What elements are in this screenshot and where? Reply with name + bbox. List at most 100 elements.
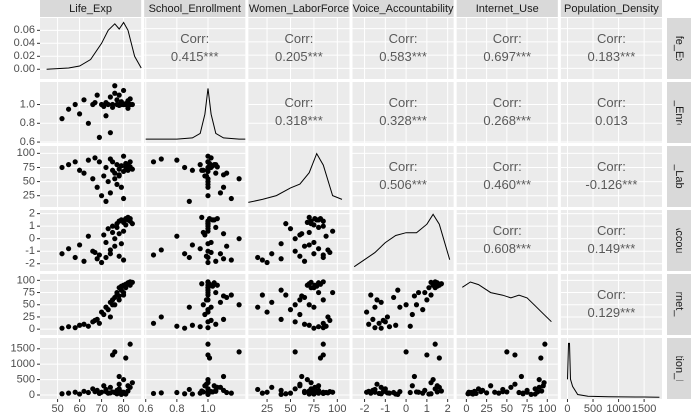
y-tick-label: 0 <box>29 389 35 401</box>
scatter-point <box>65 390 72 396</box>
scatter-point <box>434 389 440 395</box>
y-tick-label: 75 <box>23 161 35 173</box>
scatter-point <box>278 256 284 262</box>
scatter-point <box>420 307 426 313</box>
scatter-point <box>292 302 298 308</box>
scatter-point <box>228 257 234 263</box>
scatter-point <box>197 246 203 252</box>
scatter-point <box>306 388 312 394</box>
panel <box>144 274 246 335</box>
density-line <box>353 213 451 268</box>
scatter-point <box>220 316 227 322</box>
scatter-point <box>112 83 118 89</box>
scatter-point <box>372 304 378 310</box>
corr-title: Corr: <box>493 223 522 238</box>
scatter-point <box>320 279 326 285</box>
scatter-point <box>174 389 180 396</box>
y-tick-label: 500 <box>17 373 35 385</box>
scatter-point <box>415 389 422 395</box>
scatter-point <box>112 176 118 182</box>
scatter-point <box>407 389 413 396</box>
scatter-point <box>528 391 534 397</box>
scatter-point <box>208 155 214 161</box>
scatter-point <box>306 214 312 220</box>
scatter-point <box>378 299 384 305</box>
scatter-point <box>214 282 220 288</box>
scatter-point <box>424 297 430 303</box>
scatter-point <box>127 216 133 222</box>
scatter-point <box>395 287 401 293</box>
scatter-point <box>327 249 333 256</box>
panel <box>560 338 662 399</box>
scatter-point <box>112 243 118 249</box>
scatter-point <box>127 384 133 390</box>
y-tick-label: 100 <box>17 147 35 159</box>
scatter-point <box>301 243 308 249</box>
scatter-point <box>174 157 180 163</box>
scatter-point <box>308 279 314 285</box>
scatter-point <box>182 251 188 257</box>
panel <box>456 338 558 399</box>
x-tick-label: 0 <box>463 403 469 415</box>
scatter-point <box>301 321 308 327</box>
scatter-point <box>197 324 203 330</box>
scatter-point <box>116 293 122 299</box>
scatter-point <box>118 163 124 169</box>
scatter-point <box>213 258 219 264</box>
scatter-point <box>306 302 312 308</box>
corr-value: 0.697*** <box>483 49 531 64</box>
scatter-point <box>297 253 303 259</box>
x-tick-label: 50 <box>284 403 296 415</box>
scatter-point <box>120 376 127 383</box>
scatter-point <box>120 101 127 108</box>
scatter-point <box>182 325 188 331</box>
scatter-point <box>541 380 547 386</box>
scatter-point <box>312 384 318 390</box>
scatter-point <box>101 173 107 179</box>
scatter-point <box>189 167 196 173</box>
scatter-point <box>315 224 322 231</box>
scatter-point <box>189 242 196 248</box>
corr-value: 0.013 <box>595 113 628 128</box>
scatter-point <box>81 321 87 327</box>
strip-top <box>40 0 142 17</box>
strip-label: Life_Exp <box>673 27 685 70</box>
scatter-point <box>103 304 109 310</box>
scatter-point <box>374 381 380 387</box>
scatter-point <box>520 390 526 396</box>
scatter-point <box>205 289 211 296</box>
scatter-point <box>228 390 234 396</box>
scatter-point <box>123 285 129 291</box>
scatter-point <box>220 172 227 178</box>
scatter-point <box>199 281 205 287</box>
scatter-point <box>114 224 120 231</box>
scatter-point <box>287 226 294 232</box>
scatter-point <box>208 317 214 323</box>
scatter-point <box>107 94 113 100</box>
density-line <box>145 88 246 140</box>
scatter-point <box>186 386 192 393</box>
scatter-point <box>378 325 384 331</box>
scatter-point <box>76 167 83 173</box>
scatter-point <box>500 386 506 393</box>
scatter-point <box>174 323 180 329</box>
scatter-point <box>311 239 317 246</box>
scatter-point <box>366 321 372 327</box>
scatter-point <box>197 162 203 168</box>
scatter-point <box>205 380 211 386</box>
panel: Corr: 0.013 <box>560 82 662 143</box>
y-tick-label: 0.02 <box>14 50 35 62</box>
panel <box>352 274 454 335</box>
scatter-point <box>85 157 91 163</box>
strip-label: Population_Density <box>564 3 659 15</box>
scatter-point <box>92 100 98 106</box>
scatter-point <box>123 355 129 361</box>
scatter-point <box>59 251 65 257</box>
panel <box>352 338 454 399</box>
scatter-point <box>422 387 428 393</box>
scatter-point <box>536 376 542 383</box>
scatter-point <box>320 252 326 258</box>
scatter-point <box>116 297 122 303</box>
strip-top <box>352 0 454 17</box>
